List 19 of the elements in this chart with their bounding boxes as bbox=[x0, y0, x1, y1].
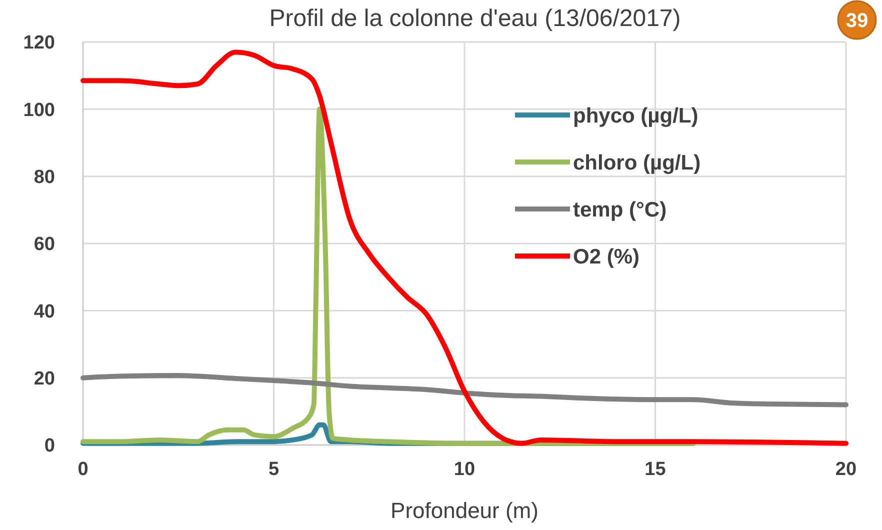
y-tick-label: 20 bbox=[34, 368, 55, 390]
x-tick-label: 20 bbox=[835, 459, 857, 480]
y-tick-label: 80 bbox=[34, 166, 55, 188]
y-tick-label: 100 bbox=[23, 100, 55, 121]
y-tick-label: 0 bbox=[44, 436, 55, 457]
chart-title: Profil de la colonne d'eau (13/06/2017) bbox=[269, 5, 681, 32]
y-tick-label: 120 bbox=[23, 32, 55, 54]
y-tick-label: 60 bbox=[34, 234, 55, 256]
legend-label: temp (°C) bbox=[573, 198, 667, 222]
x-tick-label: 0 bbox=[78, 459, 88, 480]
x-tick-label: 10 bbox=[454, 459, 476, 480]
legend-label: O2 (%) bbox=[573, 245, 640, 268]
text: 39 bbox=[846, 10, 868, 32]
legend-label: chloro (µg/L) bbox=[573, 151, 701, 174]
x-axis-title: Profondeur (m) bbox=[390, 498, 538, 523]
x-tick-label: 15 bbox=[644, 459, 666, 480]
y-tick-label: 40 bbox=[34, 301, 55, 322]
x-tick-label: 5 bbox=[268, 459, 280, 480]
legend-label: phyco (µg/L) bbox=[573, 104, 698, 128]
